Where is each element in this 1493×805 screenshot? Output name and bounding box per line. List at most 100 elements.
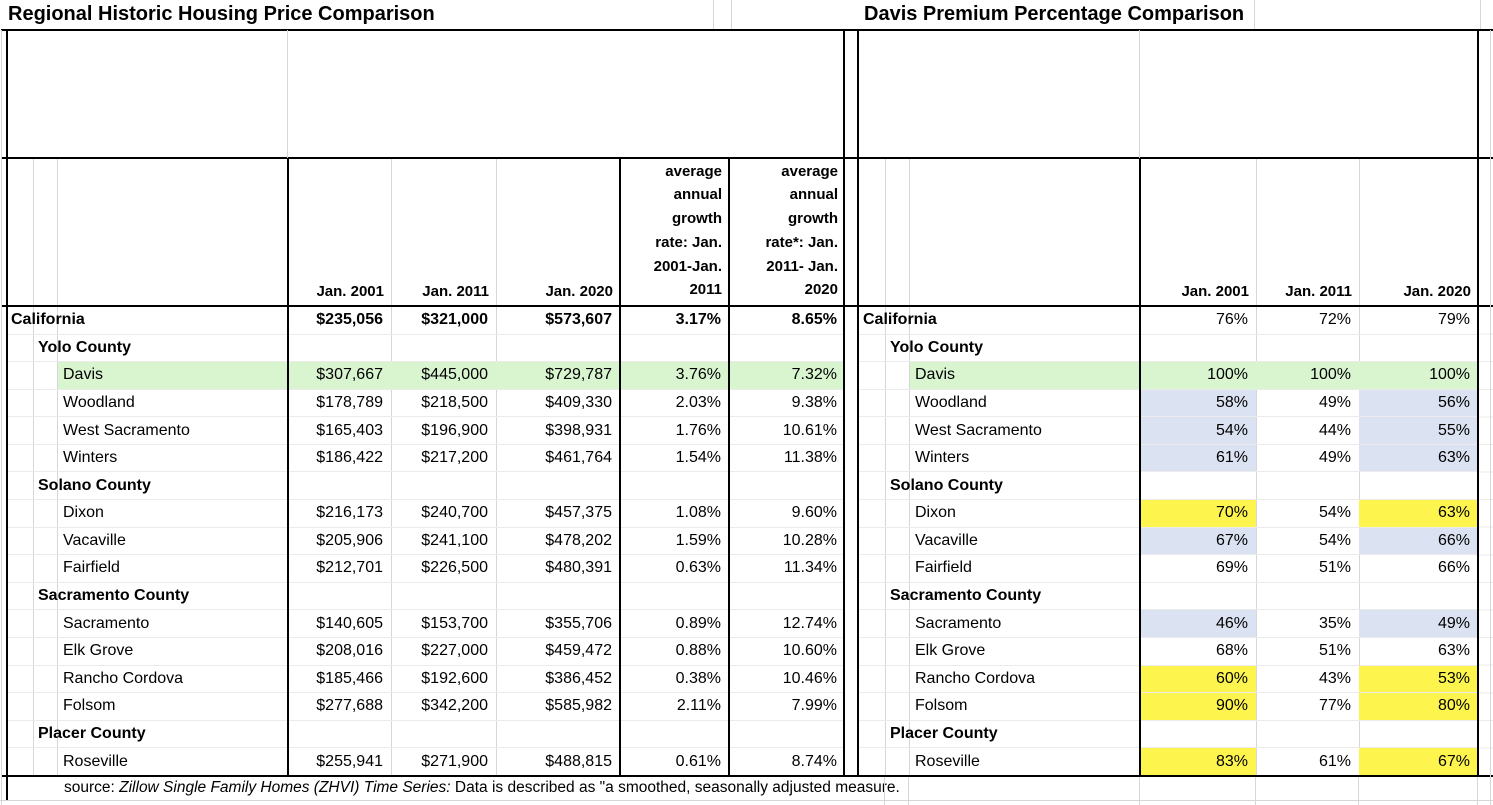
- price-cell[interactable]: [288, 721, 391, 748]
- percent-cell[interactable]: [1359, 472, 1478, 499]
- percent-cell[interactable]: 35%: [1318, 614, 1351, 632]
- percent-cell[interactable]: 63%: [1359, 500, 1478, 527]
- percent-cell[interactable]: 60%: [1140, 665, 1256, 693]
- percent-cell[interactable]: 69%: [1215, 559, 1248, 577]
- percent-cell[interactable]: 100%: [1359, 362, 1478, 389]
- price-cell[interactable]: 9.60%: [791, 504, 837, 522]
- percent-cell[interactable]: [1140, 583, 1256, 610]
- row-label-cell[interactable]: Rancho Cordova: [915, 669, 1036, 687]
- price-cell[interactable]: [391, 335, 496, 362]
- price-cell[interactable]: $478,202: [545, 531, 612, 549]
- price-cell[interactable]: [391, 472, 496, 499]
- price-cell[interactable]: $226,500: [421, 559, 488, 577]
- row-label-cell[interactable]: Placer County: [38, 724, 146, 742]
- row-label-cell[interactable]: Woodland: [63, 394, 135, 412]
- percent-cell[interactable]: [1256, 583, 1359, 610]
- percent-cell[interactable]: 66%: [1359, 527, 1478, 555]
- price-cell[interactable]: 3.76%: [620, 362, 729, 389]
- percent-cell[interactable]: 77%: [1318, 697, 1351, 715]
- percent-cell[interactable]: 67%: [1359, 748, 1478, 775]
- price-cell[interactable]: [620, 721, 729, 748]
- column-header-growth-2001-2011[interactable]: average annual growth rate: Jan. 2001-Ja…: [653, 162, 722, 299]
- percent-cell[interactable]: 51%: [1318, 642, 1351, 660]
- row-label-cell[interactable]: Vacaville: [63, 531, 126, 549]
- percent-cell[interactable]: [1359, 583, 1478, 610]
- price-cell[interactable]: $192,600: [421, 669, 488, 687]
- price-cell[interactable]: [288, 335, 391, 362]
- percent-cell[interactable]: 55%: [1359, 417, 1478, 444]
- row-label-cell[interactable]: California: [11, 311, 85, 329]
- price-cell[interactable]: $321,000: [421, 311, 488, 329]
- price-cell[interactable]: $227,000: [421, 642, 488, 660]
- price-cell[interactable]: $585,982: [545, 697, 612, 715]
- price-cell[interactable]: $271,900: [421, 752, 488, 770]
- percent-cell[interactable]: [1140, 721, 1256, 748]
- column-header-jan-2011[interactable]: Jan. 2011: [422, 283, 489, 300]
- row-label-cell[interactable]: Yolo County: [890, 338, 984, 356]
- price-cell[interactable]: $216,173: [316, 504, 383, 522]
- percent-cell[interactable]: 100%: [1140, 362, 1256, 389]
- price-cell[interactable]: [391, 583, 496, 610]
- price-cell[interactable]: $459,472: [545, 642, 612, 660]
- price-cell[interactable]: 0.89%: [675, 614, 721, 632]
- percent-cell[interactable]: 70%: [1140, 500, 1256, 527]
- column-header-growth-2011-2020[interactable]: average annual growth rate*: Jan. 2011- …: [765, 162, 838, 299]
- column-header-jan-2011[interactable]: Jan. 2011: [1285, 283, 1352, 300]
- column-header-jan-2001[interactable]: Jan. 2001: [316, 283, 384, 300]
- price-cell[interactable]: [729, 472, 845, 499]
- price-cell[interactable]: $165,403: [316, 421, 383, 439]
- percent-cell[interactable]: 80%: [1359, 693, 1478, 720]
- row-label-cell[interactable]: Sacramento: [915, 614, 1002, 632]
- price-cell[interactable]: 7.99%: [791, 697, 837, 715]
- percent-cell[interactable]: 54%: [1140, 417, 1256, 444]
- price-cell[interactable]: [496, 721, 620, 748]
- percent-cell[interactable]: 54%: [1318, 531, 1351, 549]
- price-cell[interactable]: 8.65%: [791, 311, 837, 329]
- price-cell[interactable]: $178,789: [316, 394, 383, 412]
- price-cell[interactable]: $235,056: [316, 311, 383, 329]
- price-cell[interactable]: 0.38%: [675, 669, 721, 687]
- price-cell[interactable]: 10.28%: [782, 531, 837, 549]
- price-cell[interactable]: 10.60%: [782, 642, 837, 660]
- price-cell[interactable]: $398,931: [545, 421, 612, 439]
- price-cell[interactable]: 1.54%: [675, 449, 721, 467]
- percent-cell[interactable]: [1359, 335, 1478, 362]
- price-cell[interactable]: 12.74%: [782, 614, 837, 632]
- price-cell[interactable]: [729, 583, 845, 610]
- price-cell[interactable]: 11.34%: [783, 559, 837, 577]
- price-cell[interactable]: $729,787: [496, 362, 620, 389]
- price-cell[interactable]: $205,906: [316, 531, 383, 549]
- row-label-cell[interactable]: Folsom: [915, 697, 968, 715]
- price-cell[interactable]: 2.03%: [675, 394, 721, 412]
- row-label-cell[interactable]: Woodland: [915, 394, 987, 412]
- percent-cell[interactable]: 100%: [1256, 362, 1359, 389]
- price-cell[interactable]: $212,701: [316, 559, 383, 577]
- price-cell[interactable]: $573,607: [545, 311, 612, 329]
- price-cell[interactable]: $445,000: [391, 362, 496, 389]
- percent-cell[interactable]: [1256, 721, 1359, 748]
- price-cell[interactable]: [620, 335, 729, 362]
- price-cell[interactable]: 3.17%: [675, 311, 721, 329]
- row-label-cell[interactable]: California: [863, 311, 937, 329]
- percent-cell[interactable]: [1256, 335, 1359, 362]
- row-label-cell[interactable]: Winters: [915, 449, 970, 467]
- percent-cell[interactable]: [1140, 335, 1256, 362]
- percent-cell[interactable]: 67%: [1140, 527, 1256, 555]
- price-cell[interactable]: [496, 472, 620, 499]
- price-cell[interactable]: 10.46%: [782, 669, 837, 687]
- row-label-cell[interactable]: Sacramento County: [890, 587, 1042, 605]
- price-cell[interactable]: $255,941: [316, 752, 383, 770]
- row-label-cell[interactable]: Fairfield: [63, 559, 120, 577]
- column-header-jan-2020[interactable]: Jan. 2020: [1403, 283, 1471, 300]
- column-header-jan-2001[interactable]: Jan. 2001: [1181, 283, 1249, 300]
- percent-cell[interactable]: 76%: [1215, 311, 1248, 329]
- price-cell[interactable]: 8.74%: [791, 752, 837, 770]
- percent-cell[interactable]: [1140, 472, 1256, 499]
- percent-cell[interactable]: 63%: [1437, 642, 1470, 660]
- price-cell[interactable]: $409,330: [545, 394, 612, 412]
- price-cell[interactable]: $240,700: [421, 504, 488, 522]
- price-cell[interactable]: $153,700: [421, 614, 488, 632]
- price-cell[interactable]: 11.38%: [783, 449, 837, 467]
- percent-cell[interactable]: 63%: [1359, 444, 1478, 472]
- price-cell[interactable]: $386,452: [545, 669, 612, 687]
